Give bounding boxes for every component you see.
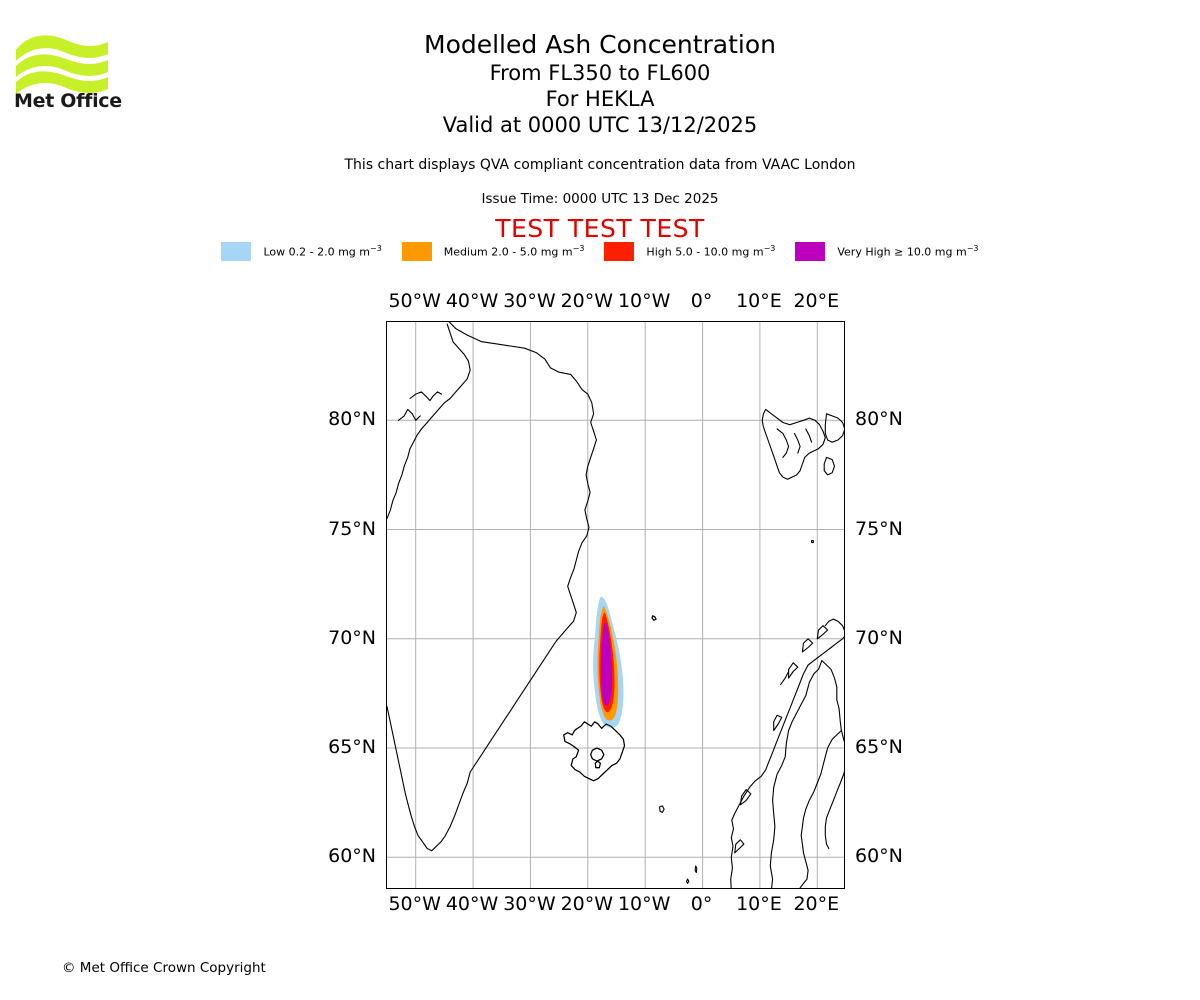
title-valid-time: Valid at 0000 UTC 13/12/2025 [442, 113, 758, 137]
coastline-32 [685, 878, 690, 884]
coastline-16 [730, 636, 844, 888]
coastline-12 [793, 432, 801, 454]
lon-tick-bottom-7: 20°E [793, 893, 840, 915]
coastline-26 [821, 660, 842, 732]
coastline-27 [824, 729, 844, 850]
legend-item-medium: Medium 2.0 - 5.0 mg m−3 [401, 241, 585, 261]
map-coastlines [387, 322, 844, 888]
legend-label-low: Low 0.2 - 2.0 mg m−3 [263, 243, 382, 259]
coastline-10 [761, 408, 826, 480]
lon-tick-bottom-3: 20°W [560, 893, 614, 915]
lon-tick-top-7: 20°E [793, 290, 840, 312]
legend-item-very-high: Very High ≥ 10.0 mg m−3 [795, 241, 979, 261]
legend-swatch-high [604, 241, 635, 261]
longitude-axis-bottom: 50°W 40°W 30°W 20°W 10°W 0° 10°E 20°E [386, 893, 845, 919]
coastline-0 [387, 322, 597, 852]
lon-tick-bottom-5: 0° [690, 893, 713, 915]
latitude-axis-left: 80°N 75°N 70°N 65°N 60°N [240, 321, 376, 889]
coastline-15 [823, 456, 836, 476]
lon-tick-bottom-1: 40°W [445, 893, 499, 915]
lon-tick-top-6: 10°E [736, 290, 782, 312]
legend-swatch-low [221, 241, 252, 261]
title-volcano: For HEKLA [545, 87, 655, 111]
chart-title-block: Modelled Ash Concentration From FL350 to… [0, 30, 1200, 138]
coastline-25 [769, 660, 823, 888]
lon-tick-top-2: 30°W [503, 290, 556, 312]
test-banner: TEST TEST TEST [495, 214, 705, 243]
legend-swatch-medium [401, 241, 432, 261]
coastline-21 [780, 670, 790, 686]
coastline-22 [801, 638, 814, 653]
lon-tick-top-4: 10°W [617, 290, 671, 312]
lon-tick-bottom-4: 10°W [617, 893, 671, 915]
legend-label-high: High 5.0 - 10.0 mg m−3 [646, 243, 776, 259]
map-gridlines [387, 322, 844, 888]
legend-label-medium: Medium 2.0 - 5.0 mg m−3 [443, 243, 585, 259]
coastline-overlay-6 [594, 760, 601, 769]
coastline-31 [694, 865, 698, 874]
lon-tick-top-5: 0° [690, 290, 713, 312]
lat-tick-right-3: 65°N [855, 736, 903, 758]
lon-tick-top-1: 40°W [445, 290, 499, 312]
legend-swatch-very-high [795, 241, 826, 261]
coastline-17 [734, 839, 745, 854]
coastline-24 [824, 618, 844, 631]
coastline-13 [805, 428, 813, 443]
coastline-overlay-5 [590, 747, 605, 762]
map-canvas [387, 322, 844, 888]
lat-tick-left-1: 75°N [328, 517, 376, 540]
coastline-8 [811, 539, 814, 544]
latitude-axis-right: 80°N 75°N 70°N 65°N 60°N [855, 321, 995, 889]
lat-tick-left-2: 70°N [328, 626, 376, 649]
lon-tick-bottom-0: 50°W [388, 893, 441, 915]
coastline-overlay-4 [563, 721, 626, 782]
lat-tick-left-0: 80°N [328, 408, 376, 431]
page-title: Modelled Ash Concentration [424, 30, 776, 59]
coastline-14 [824, 413, 844, 443]
lat-tick-right-2: 70°N [855, 626, 903, 649]
copyright-notice: © Met Office Crown Copyright [62, 960, 266, 976]
lat-tick-right-0: 80°N [855, 408, 903, 431]
coastline-3 [397, 408, 421, 421]
coastline-23 [816, 625, 829, 640]
coastline-2 [409, 391, 443, 402]
lon-tick-bottom-6: 10°E [736, 893, 782, 915]
coastline-11 [776, 428, 790, 458]
legend-item-low: Low 0.2 - 2.0 mg m−3 [221, 241, 382, 261]
lon-tick-bottom-2: 30°W [503, 893, 556, 915]
issue-time: Issue Time: 0000 UTC 13 Dec 2025 [481, 191, 719, 207]
lat-tick-left-3: 65°N [328, 736, 376, 758]
coastline-9 [658, 805, 665, 813]
longitude-axis-top: 50°W 40°W 30°W 20°W 10°W 0° 10°E 20°E [386, 290, 845, 314]
ash-contour-very-high [600, 622, 613, 706]
coastline-28 [799, 729, 842, 888]
coastline-1 [387, 323, 471, 520]
title-flight-levels: From FL350 to FL600 [489, 61, 711, 85]
lat-tick-right-4: 60°N [855, 845, 903, 868]
lon-tick-top-0: 50°W [388, 290, 441, 312]
qva-note: This chart displays QVA compliant concen… [344, 157, 856, 173]
concentration-legend: Low 0.2 - 2.0 mg m−3 Medium 2.0 - 5.0 mg… [0, 241, 1200, 261]
legend-label-very-high: Very High ≥ 10.0 mg m−3 [837, 243, 979, 259]
met-office-waves-logo [14, 28, 124, 113]
lon-tick-top-3: 20°W [560, 290, 614, 312]
ash-plume-contours [563, 596, 657, 782]
coastline-18 [739, 788, 752, 806]
coastline-overlay-7 [651, 615, 657, 621]
coastline-20 [788, 662, 799, 679]
lat-tick-right-1: 75°N [855, 517, 903, 540]
brand-name: Met Office [14, 90, 122, 112]
map-plot-area [386, 321, 845, 889]
map-frame [386, 321, 845, 889]
coastline-19 [773, 714, 783, 732]
lat-tick-left-4: 60°N [328, 845, 376, 868]
legend-item-high: High 5.0 - 10.0 mg m−3 [604, 241, 776, 261]
